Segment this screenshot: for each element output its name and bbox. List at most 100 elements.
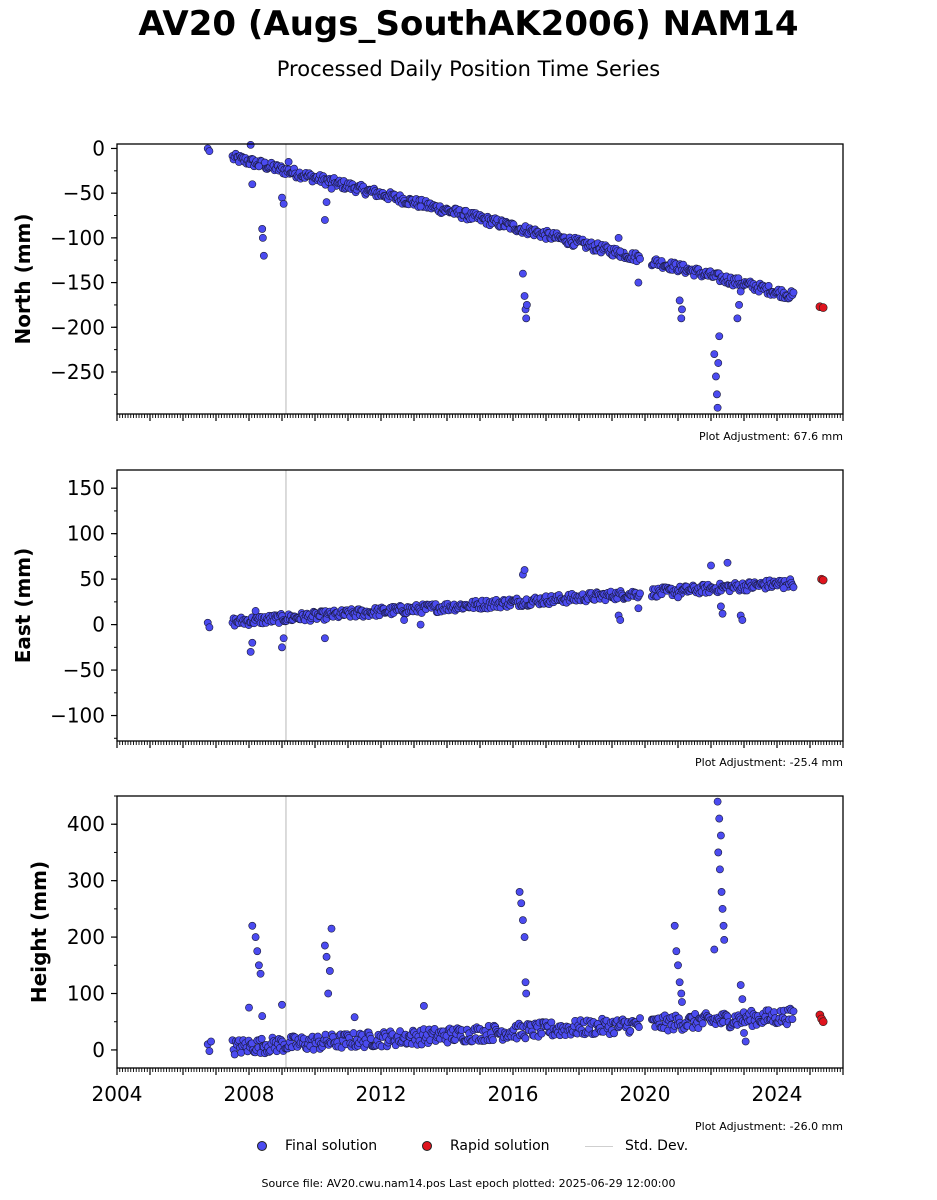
final-solution-point: [251, 607, 260, 615]
final-solution-point: [736, 981, 745, 989]
final-solution-point: [713, 390, 721, 399]
y-tick-label: 100: [67, 522, 105, 546]
final-solution-point: [230, 1050, 239, 1059]
final-solution-point: [248, 180, 257, 189]
final-solution-point: [717, 888, 726, 896]
y-tick-label: −50: [63, 658, 105, 682]
final-solution-point: [320, 941, 329, 950]
final-solution-point: [707, 561, 715, 570]
final-solution-point: [678, 305, 686, 314]
final-solution-point: [789, 288, 798, 297]
final-solution-point: [522, 314, 531, 323]
final-solution-point: [670, 921, 679, 930]
final-solution-point: [258, 225, 267, 233]
y-axis-label: East (mm): [11, 548, 35, 664]
final-solution-point: [322, 952, 331, 961]
final-solution-point: [635, 1023, 643, 1032]
final-solution-point: [256, 969, 265, 978]
final-solution-point: [278, 643, 286, 652]
final-solution-point: [279, 200, 288, 208]
final-solution-point: [246, 140, 255, 149]
final-solution-point: [789, 1007, 798, 1016]
final-solution-point: [675, 978, 684, 987]
final-solution-point: [259, 251, 268, 260]
final-solution-point: [674, 961, 682, 970]
rapid-solution-marker-icon: [422, 1141, 432, 1151]
y-tick-label: 400: [67, 812, 105, 836]
final-solution-point: [610, 1029, 618, 1038]
y-tick-label: 100: [67, 982, 105, 1006]
y-tick-label: −50: [63, 181, 105, 205]
final-solution-point: [278, 1000, 286, 1009]
final-solution-point: [257, 1034, 266, 1043]
final-solution-point: [717, 831, 725, 840]
final-solution-point: [246, 647, 255, 656]
final-solution-point: [279, 634, 288, 643]
final-solution-point: [284, 157, 293, 166]
final-solution-point: [716, 865, 724, 874]
final-solution-point: [715, 814, 724, 823]
final-solution-point: [489, 1036, 497, 1045]
y-tick-label: 300: [67, 869, 105, 893]
legend-final-label: Final solution: [285, 1138, 378, 1154]
final-solution-marker-icon: [257, 1141, 267, 1151]
rapid-solution-point: [818, 303, 828, 312]
final-solution-point: [789, 583, 798, 592]
final-solution-point: [719, 921, 728, 930]
std-dev-line-icon: [585, 1145, 613, 1147]
final-solution-point: [713, 797, 722, 806]
final-solution-point: [327, 924, 336, 933]
final-solution-point: [720, 936, 729, 944]
final-solution-point: [616, 616, 625, 624]
final-solution-point: [713, 403, 722, 412]
figure-title: AV20 (Augs_SouthAK2006) NAM14: [138, 4, 799, 44]
final-solution-point: [350, 1013, 359, 1022]
final-solution-point: [320, 216, 329, 224]
final-solution-point: [674, 593, 682, 602]
final-solution-point: [735, 301, 743, 309]
final-solution-point: [626, 1027, 635, 1035]
final-solution-point: [738, 995, 747, 1004]
y-tick-label: 0: [92, 1038, 105, 1062]
final-solution-point: [636, 254, 644, 263]
final-solution-point: [698, 1019, 707, 1028]
final-solution-point: [205, 1047, 214, 1055]
legend-std: Std. Dev.: [585, 1138, 688, 1154]
final-solution-point: [254, 961, 263, 970]
final-solution-point: [537, 1029, 546, 1038]
final-solution-point: [258, 1012, 267, 1020]
y-axis-label: Height (mm): [27, 861, 51, 1003]
final-solution-point: [634, 604, 643, 613]
final-solution-point: [245, 1003, 253, 1012]
y-tick-label: 150: [67, 476, 105, 500]
y-tick-label: 0: [92, 136, 105, 160]
final-solution-point: [521, 978, 530, 987]
y-tick-label: 0: [92, 613, 105, 637]
final-solution-point: [717, 602, 725, 611]
legend-std-label: Std. Dev.: [625, 1138, 689, 1154]
final-solution-point: [718, 904, 727, 913]
final-solution-point: [718, 609, 727, 618]
final-solution-point: [677, 989, 686, 998]
final-solution-point: [419, 1002, 428, 1010]
y-tick-label: 50: [80, 567, 105, 591]
east-plot-adjustment: Plot Adjustment: -25.4 mm: [695, 756, 843, 769]
final-solution-point: [205, 147, 214, 156]
final-solution-point: [324, 989, 333, 998]
final-solution-point: [322, 198, 331, 207]
final-solution-point: [349, 1029, 358, 1037]
y-tick-label: −100: [50, 226, 105, 250]
final-solution-point: [522, 989, 531, 998]
final-solution-point: [614, 233, 623, 242]
final-solution-point: [416, 620, 425, 629]
final-solution-point: [636, 589, 644, 598]
y-tick-label: −150: [50, 271, 105, 295]
final-solution-point: [205, 623, 214, 632]
final-solution-point: [714, 848, 723, 857]
final-solution-point: [736, 287, 745, 296]
final-solution-point: [416, 202, 425, 211]
x-tick-label: 2012: [356, 1082, 407, 1106]
final-solution-point: [710, 945, 719, 954]
x-tick-label: 2024: [752, 1082, 803, 1106]
y-tick-label: −250: [50, 360, 105, 384]
